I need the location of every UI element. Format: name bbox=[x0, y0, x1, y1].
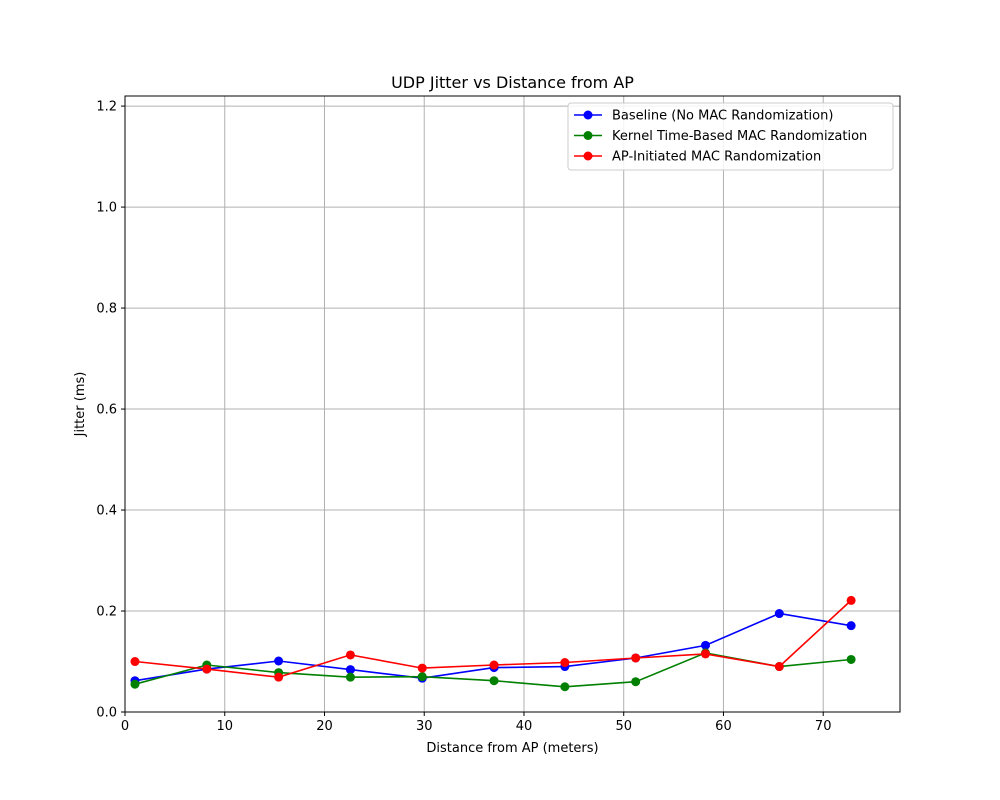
legend-marker bbox=[583, 151, 593, 161]
data-point bbox=[130, 679, 140, 689]
data-point bbox=[846, 654, 856, 664]
y-tick-label: 0.2 bbox=[96, 605, 117, 620]
y-tick-label: 0.0 bbox=[96, 706, 117, 721]
data-point bbox=[701, 649, 711, 659]
data-point bbox=[560, 682, 570, 692]
data-point bbox=[274, 656, 284, 666]
chart-title: UDP Jitter vs Distance from AP bbox=[391, 73, 634, 92]
y-axis-title: Jitter (ms) bbox=[73, 372, 88, 438]
y-tick-label: 1.2 bbox=[96, 100, 117, 115]
x-tick-label: 60 bbox=[715, 719, 732, 734]
x-tick-label: 70 bbox=[815, 719, 832, 734]
data-point bbox=[701, 640, 711, 650]
legend-marker bbox=[583, 131, 593, 140]
x-tick-label: 50 bbox=[615, 719, 632, 734]
legend-label: AP-Initiated MAC Randomization bbox=[612, 150, 821, 165]
x-tick-label: 20 bbox=[316, 719, 333, 734]
data-point bbox=[774, 662, 784, 672]
series-layer bbox=[130, 595, 856, 692]
data-point bbox=[774, 609, 784, 619]
data-point bbox=[846, 621, 856, 631]
legend-label: Kernel Time-Based MAC Randomization bbox=[612, 129, 867, 144]
data-point bbox=[274, 672, 284, 682]
data-point bbox=[846, 595, 856, 605]
data-point bbox=[417, 672, 427, 682]
y-tick-label: 0.8 bbox=[96, 302, 117, 317]
y-tick-label: 0.6 bbox=[96, 403, 117, 418]
y-tick-label: 0.4 bbox=[96, 504, 117, 519]
data-point bbox=[631, 677, 641, 687]
legend-label: Baseline (No MAC Randomization) bbox=[612, 109, 833, 124]
data-point bbox=[489, 676, 499, 686]
ticks: 0 10 20 30 40 50 60 70 0.0 0.2 0.4 0.6 0.8 1.0 1.2 bbox=[96, 100, 831, 734]
data-point bbox=[345, 650, 355, 660]
legend-marker bbox=[583, 110, 593, 120]
legend: Baseline (No MAC Randomization) Kernel Ti… bbox=[567, 102, 894, 171]
data-point bbox=[560, 658, 570, 668]
data-point bbox=[345, 672, 355, 682]
data-point bbox=[489, 660, 499, 670]
x-tick-label: 0 bbox=[121, 719, 129, 734]
data-point bbox=[345, 665, 355, 675]
plot-frame bbox=[124, 95, 901, 713]
data-point bbox=[631, 653, 641, 663]
data-point bbox=[130, 657, 140, 667]
x-tick-label: 10 bbox=[216, 719, 233, 734]
x-axis-title: Distance from AP (meters) bbox=[426, 741, 598, 756]
legend-box bbox=[567, 102, 894, 171]
y-tick-label: 1.0 bbox=[96, 201, 117, 216]
data-point bbox=[417, 663, 427, 673]
x-tick-label: 30 bbox=[416, 719, 433, 734]
data-point bbox=[202, 664, 212, 674]
series-2 bbox=[130, 595, 856, 682]
x-tick-label: 40 bbox=[516, 719, 533, 734]
